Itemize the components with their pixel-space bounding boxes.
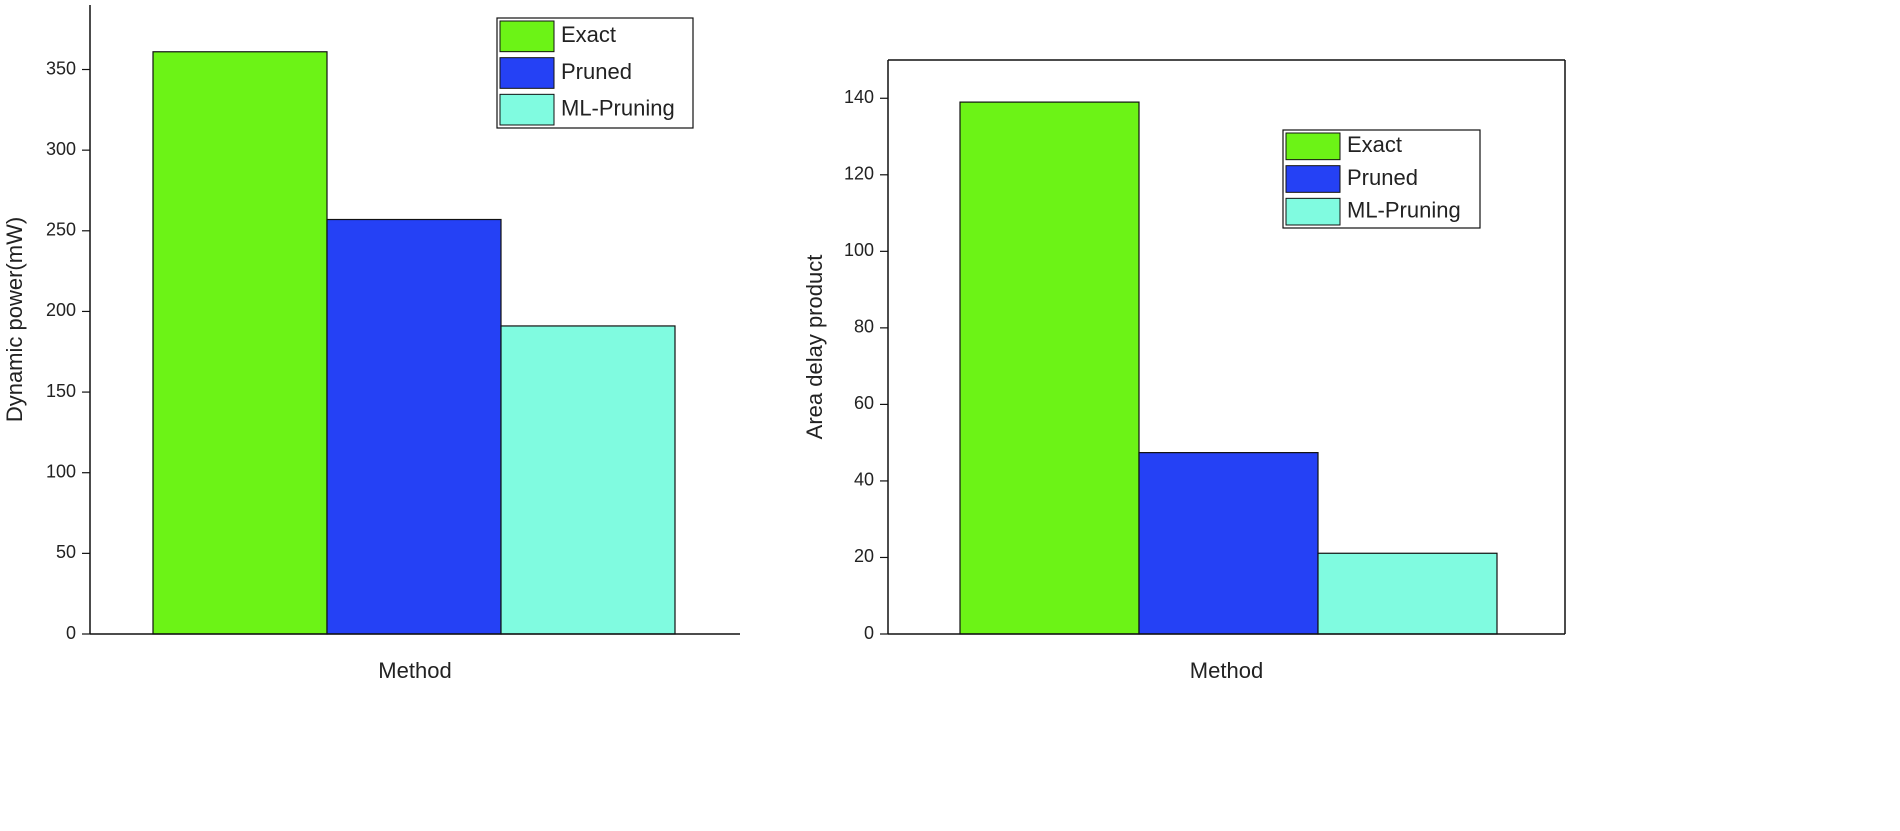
legend-label: ML-Pruning bbox=[561, 95, 675, 120]
legend-label: Exact bbox=[561, 22, 616, 47]
y-axis-title: Dynamic power(mW) bbox=[2, 217, 27, 422]
bar bbox=[152, 51, 328, 635]
legend-swatch bbox=[499, 20, 555, 53]
y-tick-label: 120 bbox=[844, 164, 874, 184]
y-tick-label: 0 bbox=[66, 623, 76, 643]
y-tick-label: 150 bbox=[46, 381, 76, 401]
legend-label: Exact bbox=[1347, 132, 1402, 157]
x-axis-title: Method bbox=[378, 658, 451, 683]
y-tick-label: 350 bbox=[46, 58, 76, 78]
y-tick-label: 60 bbox=[854, 393, 874, 413]
legend-swatch bbox=[1285, 197, 1341, 226]
y-tick-label: 300 bbox=[46, 139, 76, 159]
legend-swatch bbox=[499, 93, 555, 126]
legend-label: Pruned bbox=[1347, 165, 1418, 190]
y-tick-label: 50 bbox=[56, 542, 76, 562]
bar bbox=[500, 325, 676, 635]
y-tick-label: 140 bbox=[844, 87, 874, 107]
bar bbox=[959, 101, 1140, 635]
legend-swatch bbox=[1285, 132, 1341, 161]
bar bbox=[326, 218, 502, 635]
y-tick-label: 0 bbox=[864, 623, 874, 643]
y-tick-label: 250 bbox=[46, 220, 76, 240]
y-tick-label: 100 bbox=[46, 461, 76, 481]
bar bbox=[1317, 552, 1498, 635]
y-tick-label: 80 bbox=[854, 317, 874, 337]
bar bbox=[1138, 452, 1319, 635]
legend-label: Pruned bbox=[561, 59, 632, 84]
y-tick-label: 100 bbox=[844, 240, 874, 260]
legend-swatch bbox=[499, 57, 555, 89]
legend-swatch bbox=[1285, 165, 1341, 193]
legend-label: ML-Pruning bbox=[1347, 197, 1461, 222]
y-tick-label: 200 bbox=[46, 300, 76, 320]
x-axis-title: Method bbox=[1190, 658, 1263, 683]
y-axis-title: Area delay product bbox=[802, 255, 827, 440]
y-tick-label: 40 bbox=[854, 470, 874, 490]
y-tick-label: 20 bbox=[854, 546, 874, 566]
